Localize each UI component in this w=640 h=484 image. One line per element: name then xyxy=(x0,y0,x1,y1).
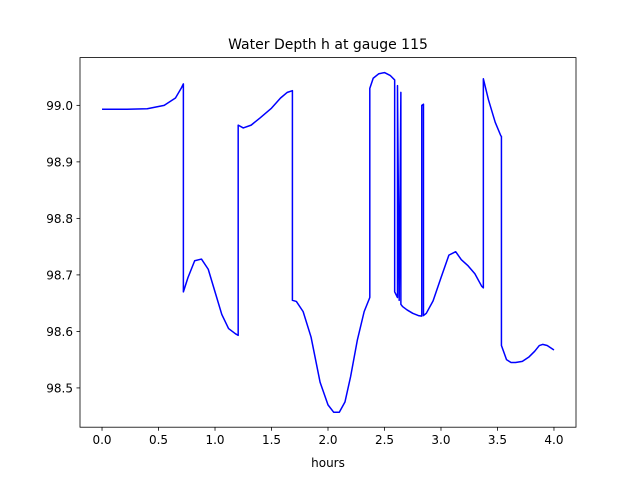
axes-layer: 0.0 0.5 1.0 1.5 2.0 2.5 3.0 3.5 4.0 98.5 98.6 98.7 9… xyxy=(46,57,577,447)
data-layer xyxy=(102,71,555,413)
x-tick-label: 1.0 xyxy=(205,433,224,447)
x-tick-label: 1.5 xyxy=(262,433,281,447)
y-tick-label: 98.9 xyxy=(46,155,73,169)
x-tick-label: 0.5 xyxy=(149,433,168,447)
x-tick-label: 3.0 xyxy=(431,433,450,447)
y-tick-label: 99.0 xyxy=(46,99,73,113)
x-tick-label: 0.0 xyxy=(92,433,111,447)
x-tick-label: 3.5 xyxy=(488,433,507,447)
plot-area xyxy=(80,57,576,428)
series-line-0 xyxy=(102,71,555,413)
y-tick-label: 98.8 xyxy=(46,212,73,226)
x-axis-label: hours xyxy=(311,456,345,470)
y-tick-label: 98.6 xyxy=(46,325,73,339)
y-tick-label: 98.7 xyxy=(46,268,73,282)
chart-title: Water Depth h at gauge 115 xyxy=(228,37,428,53)
x-tick-label: 2.5 xyxy=(375,433,394,447)
x-tick-label: 4.0 xyxy=(544,433,563,447)
x-tick-label: 2.0 xyxy=(318,433,337,447)
y-tick-label: 98.5 xyxy=(46,381,73,395)
